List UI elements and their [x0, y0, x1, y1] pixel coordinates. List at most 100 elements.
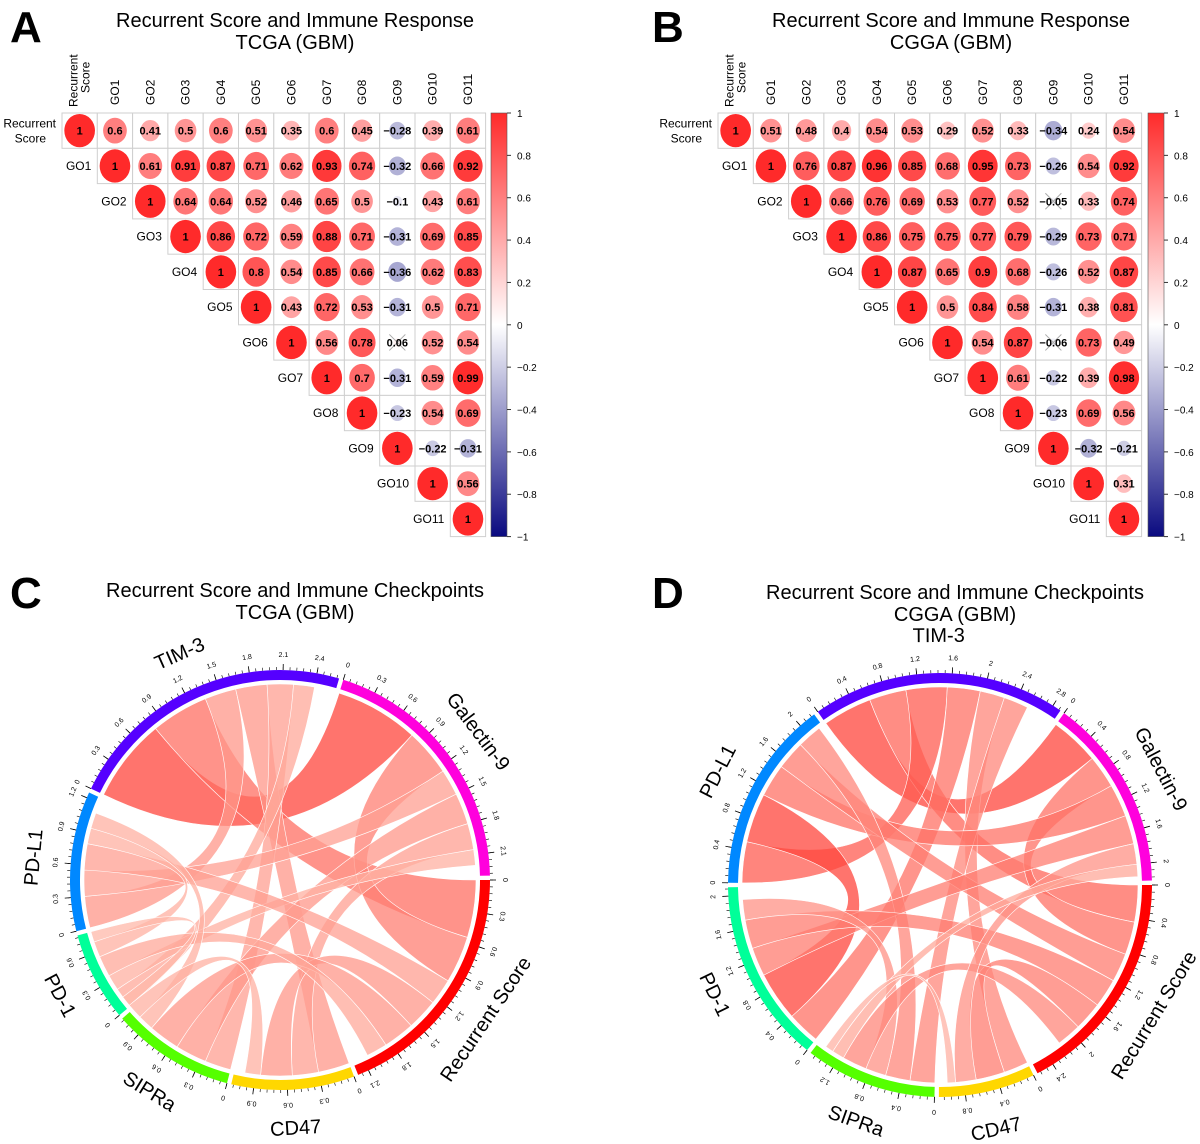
- sector-minor-tick: [794, 1040, 797, 1044]
- sector-minor-tick: [756, 772, 760, 775]
- sector-tick-label: 0.8: [854, 1092, 866, 1102]
- sector-minor-tick: [112, 1009, 116, 1013]
- correlation-value-label: 0.54: [1113, 126, 1135, 138]
- correlation-value-label: 1: [430, 479, 436, 491]
- correlation-circle: [349, 258, 375, 286]
- sector-tick-label: 0.9: [122, 1040, 134, 1052]
- chord-link: [742, 898, 898, 1076]
- correlation-circle: [863, 186, 891, 216]
- correlation-value-label: 0.4: [834, 126, 850, 138]
- chord-link: [260, 954, 434, 1077]
- row-label: GO1: [722, 159, 748, 173]
- correlation-circle: [1002, 396, 1034, 430]
- sector-minor-tick: [71, 924, 75, 926]
- sector-minor-tick: [438, 740, 442, 743]
- correlation-value-label: 0.06: [387, 337, 408, 349]
- sector-minor-tick: [165, 700, 168, 704]
- sector-tick-label: 0.3: [52, 894, 60, 904]
- sector-minor-tick: [132, 725, 136, 729]
- sector-tick-label: 0.8: [1149, 954, 1159, 966]
- sector-minor-tick: [729, 839, 733, 841]
- correlation-circle: [826, 219, 857, 254]
- sector-major-tick: [353, 1076, 357, 1083]
- correlation-circle: [315, 329, 339, 355]
- sector-minor-tick: [462, 983, 466, 986]
- correlation-circle: [279, 223, 304, 250]
- correlation-circle: [1044, 297, 1062, 317]
- sector-major-tick: [94, 987, 100, 991]
- sector-minor-tick: [429, 1027, 432, 1030]
- correlation-circle: [388, 156, 407, 176]
- sector-major-tick: [1144, 825, 1151, 829]
- colorbar-tick-label: 0.8: [1174, 151, 1188, 162]
- sector-minor-tick: [746, 978, 750, 980]
- column-label: GO10: [426, 73, 440, 105]
- insignificant-cross: [388, 334, 406, 351]
- sector-major-tick: [465, 977, 472, 982]
- correlation-value-label: 0.66: [422, 161, 443, 173]
- correlation-circle: [245, 189, 268, 214]
- sector-major-tick: [1150, 861, 1157, 864]
- correlation-value-label: 0.91: [175, 161, 196, 173]
- sector-minor-tick: [743, 798, 747, 800]
- correlation-circle: [1079, 296, 1099, 318]
- panel-b: B Recurrent Score and Immune Response CG…: [600, 0, 1200, 560]
- sector-tick-label: 0.3: [82, 989, 93, 1001]
- correlation-circle: [312, 256, 341, 288]
- sector-tick-label: 0.3: [91, 745, 102, 757]
- sector-minor-tick: [212, 1079, 215, 1083]
- sector-minor-tick: [199, 1074, 202, 1078]
- correlation-circle: [1109, 256, 1139, 288]
- sector-tick-label: 0.3: [183, 1080, 195, 1090]
- panel-d-title-line1: Recurrent Score and Immune Checkpoints: [766, 582, 1144, 604]
- sector-minor-tick: [234, 671, 237, 675]
- correlation-circle: [1079, 367, 1099, 389]
- sector-minor-tick: [91, 780, 95, 783]
- panel-c: C Recurrent Score and Immune Checkpoints…: [0, 560, 600, 1144]
- sector-major-tick: [897, 1092, 900, 1099]
- correlation-circle: [1006, 294, 1030, 320]
- correlation-value-label: 0.52: [1078, 267, 1099, 279]
- correlation-value-label: 0.61: [457, 196, 478, 208]
- correlation-value-label: 1: [147, 196, 153, 208]
- sector-tick-label: 1.6: [1111, 1020, 1123, 1032]
- column-label: GO10: [1082, 73, 1096, 105]
- colorbar-tick-label: 0.8: [517, 151, 531, 162]
- sector-minor-tick: [1075, 1047, 1079, 1051]
- chord-link: [799, 727, 917, 1082]
- correlation-circle: [420, 364, 445, 391]
- correlation-circle: [349, 222, 375, 251]
- correlation-circle: [419, 222, 446, 251]
- correlation-value-label: 0.72: [245, 232, 266, 244]
- correlation-value-label: 0.66: [351, 267, 372, 279]
- sector-label: PD-1: [39, 970, 80, 1021]
- sector-tick-label: 1.5: [429, 1037, 441, 1049]
- sector-minor-tick: [195, 684, 198, 688]
- chord-link: [832, 863, 1139, 1059]
- sector-minor-tick: [1091, 1032, 1095, 1036]
- correlation-value-label: 0.5: [425, 302, 440, 314]
- correlation-circle: [967, 149, 998, 183]
- sector-major-tick: [1052, 1064, 1057, 1070]
- sector-tick-label: 0: [710, 881, 717, 885]
- sector-major-tick: [750, 777, 756, 781]
- sector-tick-label: 0.6: [66, 956, 76, 968]
- sector-minor-tick: [174, 1062, 177, 1066]
- sector-minor-tick: [1058, 706, 1061, 710]
- insignificant-cross: [1044, 334, 1062, 351]
- sector-minor-tick: [78, 809, 82, 811]
- sector-major-tick: [1125, 987, 1132, 991]
- sector-tick-label: 2: [1162, 859, 1169, 864]
- sector-minor-tick: [409, 711, 412, 715]
- correlation-circle: [206, 150, 236, 182]
- sector-minor-tick: [330, 673, 332, 677]
- sector-major-tick: [965, 1095, 967, 1102]
- correlation-value-label: 0.69: [901, 196, 922, 208]
- colorbar-tick-label: −0.4: [517, 406, 537, 417]
- sector-tick-label: 0.3: [497, 911, 505, 922]
- correlation-circle: [348, 151, 376, 181]
- sector-tick-label: 1.2: [1133, 989, 1144, 1001]
- correlation-circle: [1077, 259, 1100, 284]
- correlation-circle: [720, 113, 751, 148]
- sector-tick-label: 0.9: [246, 1099, 257, 1107]
